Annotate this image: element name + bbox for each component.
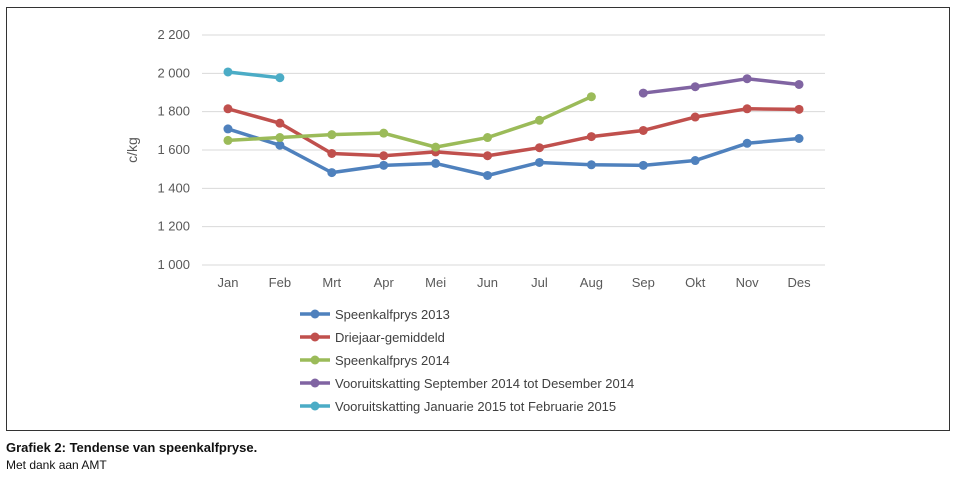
data-point (327, 168, 337, 178)
data-point (534, 143, 544, 153)
x-tick-label: Okt (685, 275, 706, 290)
legend-label: Speenkalfprys 2013 (335, 307, 450, 322)
x-tick-label: Jun (477, 275, 498, 290)
data-point (431, 158, 441, 168)
legend-item: Vooruitskatting September 2014 tot Desem… (300, 376, 634, 391)
figure-caption: Grafiek 2: Tendense van speenkalfpryse. (6, 440, 258, 455)
legend-label: Speenkalfprys 2014 (335, 353, 450, 368)
chart-frame: 1 000 1 200 1 400 1 600 1 800 2 000 2 200 Jan F… (6, 7, 950, 431)
data-point (794, 79, 804, 89)
data-point (483, 133, 493, 143)
series-line (226, 107, 801, 158)
x-tick-label: Jan (217, 275, 238, 290)
data-point (275, 73, 285, 83)
y-axis-ticks: 1 000 1 200 1 400 1 600 1 800 2 000 2 200 (157, 27, 190, 272)
series-3 (223, 92, 596, 152)
legend-swatch-marker (310, 401, 320, 411)
x-tick-label: Mrt (322, 275, 341, 290)
data-point (223, 135, 233, 145)
data-point (483, 170, 493, 180)
data-point (586, 132, 596, 142)
x-tick-label: Nov (736, 275, 760, 290)
data-point (327, 148, 337, 158)
legend-swatch-marker (310, 332, 320, 342)
data-point (534, 115, 544, 125)
data-point (690, 112, 700, 122)
x-tick-label: Aug (580, 275, 603, 290)
data-point (742, 74, 752, 84)
legend-item: Vooruitskatting Januarie 2015 tot Februa… (300, 399, 616, 414)
legend-swatch-marker (310, 355, 320, 365)
x-axis-ticks: Jan Feb Mrt Apr Mei Jun Jul Aug Sep Okt Nov Des (217, 275, 811, 290)
data-point (690, 82, 700, 92)
data-point (586, 92, 596, 102)
data-point (431, 142, 441, 152)
legend-swatch-marker (310, 309, 320, 319)
legend-label: Vooruitskatting September 2014 tot Desem… (335, 376, 634, 391)
x-tick-label: Mei (425, 275, 446, 290)
gridlines (202, 34, 825, 266)
data-point (379, 151, 389, 161)
legend-item: Speenkalfprys 2014 (300, 353, 450, 368)
data-point (638, 125, 648, 135)
series-line (641, 76, 801, 95)
data-point (223, 124, 233, 134)
series-1 (223, 124, 804, 180)
data-point (275, 118, 285, 128)
x-tick-label: Des (787, 275, 811, 290)
series-4 (638, 74, 804, 98)
figure-credit: Met dank aan AMT (6, 458, 107, 472)
data-point (275, 140, 285, 150)
line-chart: 1 000 1 200 1 400 1 600 1 800 2 000 2 200 Jan F… (124, 27, 825, 414)
data-point (534, 157, 544, 167)
y-tick-label: 1 000 (157, 257, 190, 272)
data-point (690, 156, 700, 166)
data-point (223, 104, 233, 114)
series-2 (223, 104, 804, 161)
series-line (226, 70, 282, 80)
series-line (226, 127, 801, 178)
y-tick-label: 1 600 (157, 142, 190, 157)
legend-label: Vooruitskatting Januarie 2015 tot Februa… (335, 399, 616, 414)
data-point (275, 133, 285, 143)
x-tick-label: Apr (374, 275, 395, 290)
legend-item: Driejaar-gemiddeld (300, 330, 445, 345)
data-point (638, 160, 648, 170)
data-point (379, 128, 389, 138)
series-line (226, 94, 594, 149)
data-point (223, 67, 233, 77)
data-point (483, 151, 493, 161)
x-tick-label: Feb (269, 275, 291, 290)
data-point (794, 104, 804, 114)
y-tick-label: 1 800 (157, 104, 190, 119)
data-point (586, 160, 596, 170)
legend-item: Speenkalfprys 2013 (300, 307, 450, 322)
data-point (794, 134, 804, 143)
data-point (742, 104, 752, 114)
data-point (327, 130, 337, 140)
legend-label: Driejaar-gemiddeld (335, 330, 445, 345)
data-point (638, 88, 648, 98)
y-tick-label: 1 200 (157, 219, 190, 234)
x-tick-label: Sep (632, 275, 655, 290)
legend: Speenkalfprys 2013 Driejaar-gemiddeld Spee… (300, 307, 634, 414)
y-tick-label: 1 400 (157, 180, 190, 195)
data-point (742, 138, 752, 148)
series-5 (223, 67, 285, 83)
legend-swatch-marker (310, 378, 320, 388)
data-point (379, 160, 389, 170)
y-tick-label: 2 200 (157, 27, 190, 42)
y-tick-label: 2 000 (157, 65, 190, 80)
y-axis-label: c/kg (124, 137, 140, 163)
x-tick-label: Jul (531, 275, 548, 290)
series-lines (223, 67, 804, 180)
